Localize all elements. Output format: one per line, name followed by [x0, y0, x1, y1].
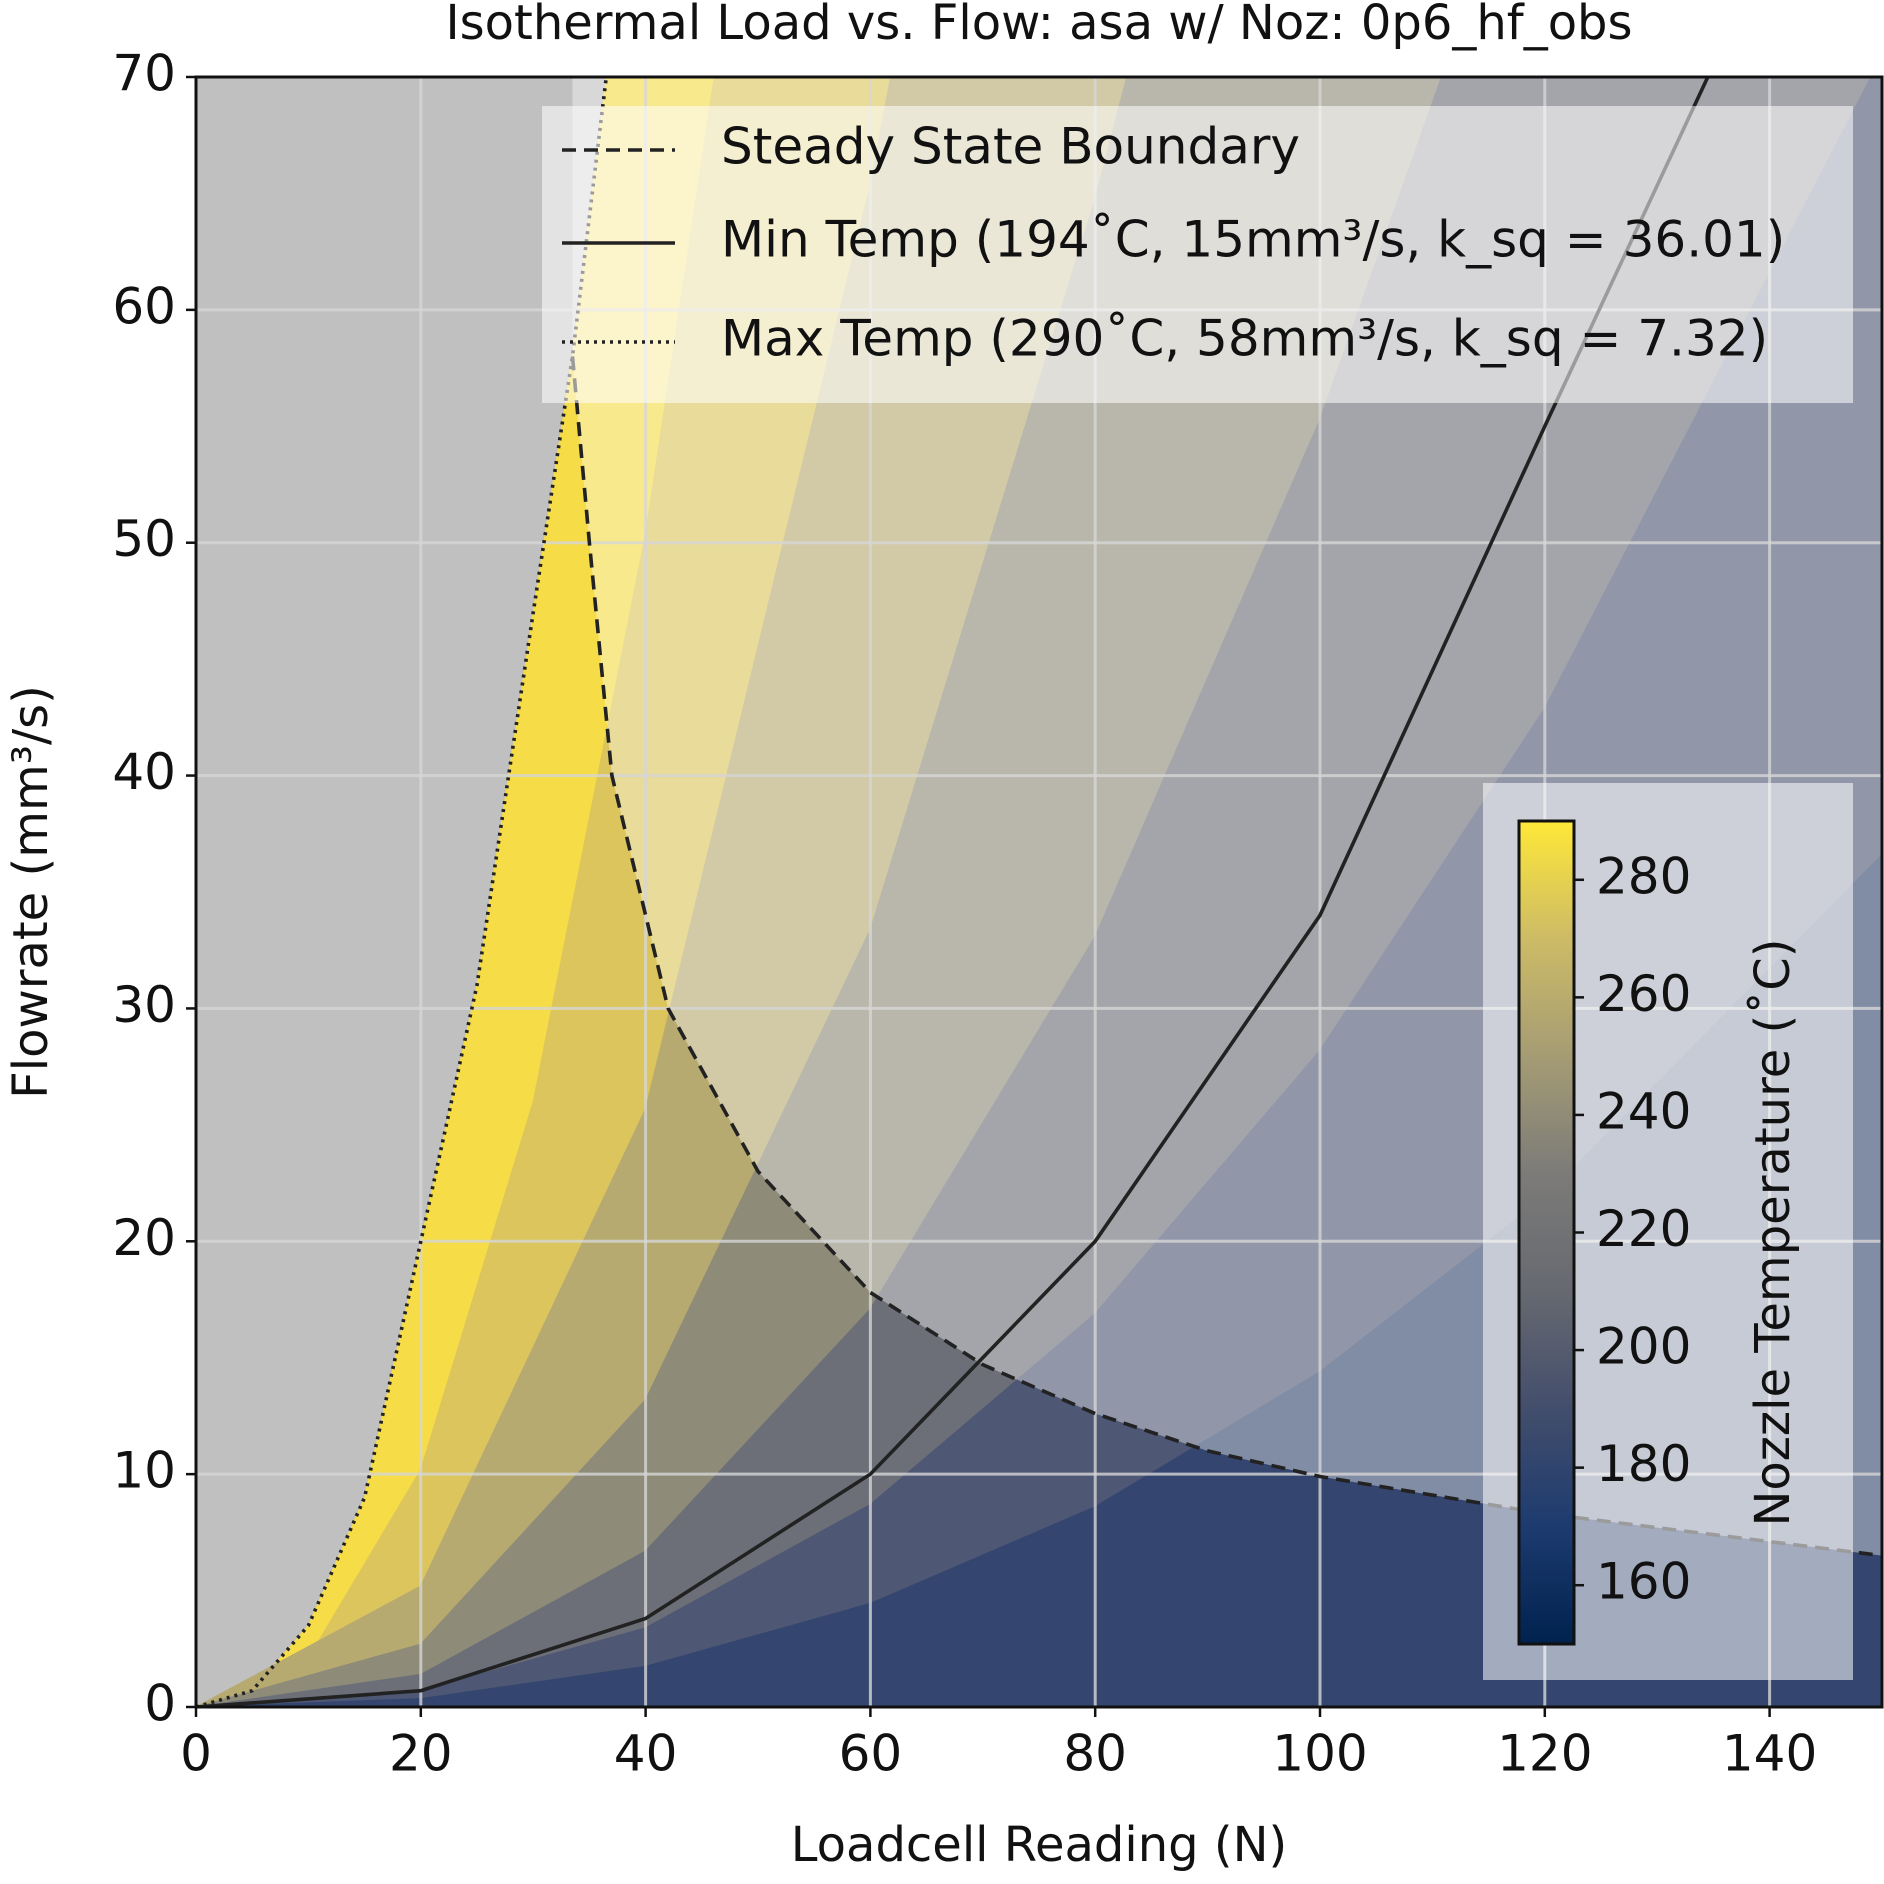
colorbar-tick-label: 260 — [1596, 965, 1691, 1023]
legend-box — [542, 106, 1853, 403]
y-tick-label: 10 — [112, 1442, 176, 1500]
x-tick-label: 60 — [839, 1725, 903, 1783]
x-tick-label: 100 — [1272, 1725, 1367, 1783]
y-tick-label: 20 — [112, 1209, 176, 1267]
x-tick-label: 20 — [389, 1725, 453, 1783]
chart-title: Isothermal Load vs. Flow: asa w/ Noz: 0p… — [445, 0, 1632, 51]
colorbar-tick-label: 180 — [1596, 1435, 1691, 1493]
x-tick-label: 140 — [1722, 1725, 1817, 1783]
x-tick-label: 120 — [1497, 1725, 1592, 1783]
legend-label: Max Temp (290˚C, 58mm³/s, k_sq = 7.32) — [721, 310, 1768, 368]
y-tick-label: 0 — [144, 1675, 176, 1733]
x-tick-label: 0 — [180, 1725, 212, 1783]
x-tick-label: 80 — [1063, 1725, 1127, 1783]
y-tick-label: 30 — [112, 976, 176, 1034]
legend-label: Min Temp (194˚C, 15mm³/s, k_sq = 36.01) — [721, 211, 1785, 269]
y-axis-label: Flowrate (mm³/s) — [3, 685, 59, 1099]
colorbar-label: Nozzle Temperature (˚C) — [1745, 938, 1801, 1526]
colorbar-tick-label: 280 — [1596, 847, 1691, 905]
colorbar-tick-label: 200 — [1596, 1318, 1691, 1376]
series-line — [196, 77, 609, 1707]
colorbar — [1517, 819, 1576, 1646]
colorbar-tick-label: 240 — [1596, 1082, 1691, 1140]
series-line — [196, 77, 1710, 1707]
legend-label: Steady State Boundary — [721, 118, 1300, 176]
y-tick-label: 50 — [112, 510, 176, 568]
x-tick-label: 40 — [614, 1725, 678, 1783]
plot-area — [196, 77, 1882, 1707]
colorbar-tick-label: 220 — [1596, 1200, 1691, 1258]
y-tick-label: 40 — [112, 743, 176, 801]
colorbar-tick-label: 160 — [1596, 1553, 1691, 1611]
y-tick-label: 60 — [112, 277, 176, 335]
plot-frame — [194, 75, 1884, 1709]
y-tick-label: 70 — [112, 45, 176, 103]
series-line — [570, 356, 1882, 1558]
x-axis-label: Loadcell Reading (N) — [791, 1817, 1287, 1873]
